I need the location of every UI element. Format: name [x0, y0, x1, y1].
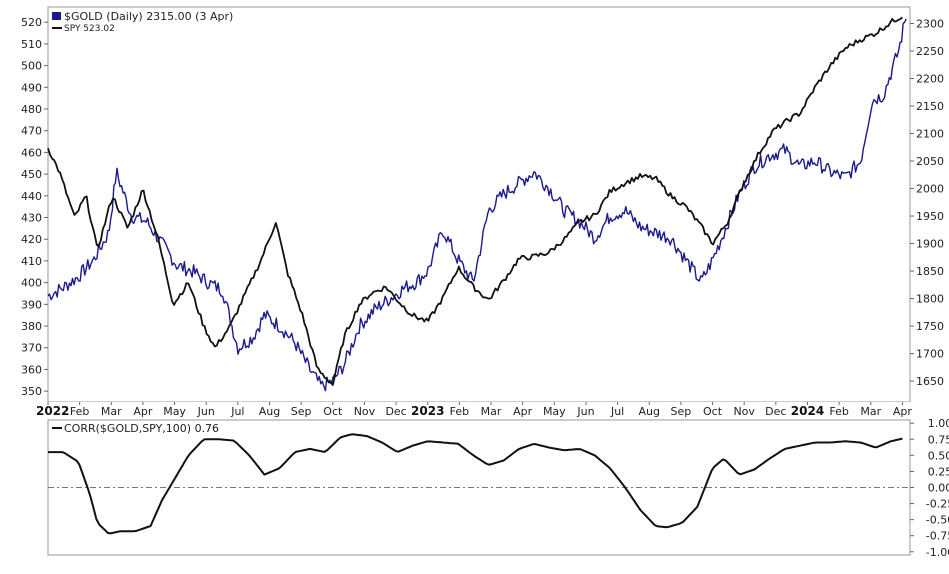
corr-series-line — [48, 433, 903, 535]
indicator-tick-label: 1.00 — [928, 417, 949, 430]
right-axis-ticks: 1650 1700 1750 1800 1850 1900 1950 2000 2050 2100… — [910, 18, 944, 388]
left-tick-label: 510 — [21, 38, 42, 51]
indicator-tick-label: -1.00 — [926, 546, 949, 559]
right-tick-label: 1700 — [916, 348, 944, 361]
x-tick-label: Jun — [197, 405, 215, 418]
left-tick-label: 360 — [21, 363, 42, 376]
left-tick-label: 520 — [21, 16, 42, 29]
right-tick-label: 2100 — [916, 128, 944, 141]
indicator-tick-label: -0.75 — [926, 530, 949, 543]
x-tick-label: Nov — [733, 405, 755, 418]
x-tick-label: Aug — [259, 405, 280, 418]
right-tick-label: 1850 — [916, 265, 944, 278]
indicator-tick-label: 0.50 — [928, 449, 949, 462]
main-panel — [47, 6, 911, 403]
main-legend: $GOLD (Daily) 2315.00 (3 Apr) SPY 523.02 — [52, 10, 233, 34]
x-tick-label: 2022 — [36, 404, 69, 418]
x-tick-label: Sep — [291, 405, 312, 418]
left-tick-label: 480 — [21, 103, 42, 116]
indicator-axis-ticks: 1.00 0.75 0.50 0.25 0.00 -0.25 -0.50 -0.75 -1.00 — [910, 417, 949, 559]
x-tick-label: 2023 — [411, 404, 444, 418]
left-tick-label: 410 — [21, 255, 42, 268]
x-tick-label: Mar — [481, 405, 502, 418]
indicator-tick-label: -0.25 — [926, 498, 949, 511]
x-tick-label: Mar — [860, 405, 881, 418]
gold-legend-label: $GOLD (Daily) 2315.00 (3 Apr) — [64, 10, 233, 23]
x-tick-label: Feb — [829, 405, 848, 418]
x-tick-label: Jul — [610, 405, 624, 418]
right-tick-label: 2300 — [916, 18, 944, 31]
left-tick-label: 500 — [21, 60, 42, 73]
x-tick-label: Sep — [671, 405, 692, 418]
indicator-legend: CORR($GOLD,SPY,100) 0.76 — [52, 422, 219, 435]
right-tick-label: 2150 — [916, 100, 944, 113]
right-tick-label: 2000 — [916, 183, 944, 196]
spy-series-line — [47, 16, 903, 386]
x-tick-label: Dec — [765, 405, 786, 418]
left-tick-label: 430 — [21, 212, 42, 225]
x-tick-label: Oct — [703, 405, 723, 418]
left-tick-label: 450 — [21, 168, 42, 181]
left-tick-label: 460 — [21, 146, 42, 159]
left-tick-label: 420 — [21, 233, 42, 246]
x-tick-label: Feb — [70, 405, 89, 418]
x-tick-label: Apr — [893, 405, 913, 418]
left-tick-label: 390 — [21, 298, 42, 311]
right-tick-label: 1950 — [916, 210, 944, 223]
x-tick-label: May — [543, 405, 566, 418]
x-tick-label: Feb — [450, 405, 469, 418]
right-tick-label: 1900 — [916, 238, 944, 251]
x-tick-label: Dec — [385, 405, 406, 418]
indicator-tick-label: 0.25 — [928, 465, 949, 478]
indicator-tick-label: 0.75 — [928, 433, 949, 446]
x-tick-label: 2024 — [791, 404, 824, 418]
indicator-tick-label: 0.00 — [928, 482, 949, 495]
x-tick-label: Nov — [354, 405, 376, 418]
right-tick-label: 2050 — [916, 155, 944, 168]
gold-series-line — [47, 18, 907, 392]
x-tick-label: Mar — [101, 405, 122, 418]
x-tick-label: Apr — [133, 405, 153, 418]
x-axis-strip — [0, 402, 949, 420]
x-tick-label: May — [163, 405, 186, 418]
left-tick-label: 370 — [21, 342, 42, 355]
x-axis-labels: 2022 Feb Mar Apr May Jun Jul Aug Sep Oct Nov Dec 202… — [36, 402, 912, 418]
gold-legend-swatch — [52, 12, 61, 20]
spy-legend-label: SPY 523.02 — [64, 24, 115, 34]
left-tick-label: 350 — [21, 385, 42, 398]
indicator-tick-label: -0.50 — [926, 514, 949, 527]
left-axis-ticks: 350 360 370 380 390 400 410 420 430 440 450 460 470 4… — [21, 16, 48, 398]
x-tick-label: Jul — [230, 405, 244, 418]
left-tick-label: 400 — [21, 277, 42, 290]
x-tick-label: Jun — [576, 405, 594, 418]
right-tick-label: 1650 — [916, 375, 944, 388]
right-tick-label: 2200 — [916, 73, 944, 86]
x-tick-label: Oct — [323, 405, 343, 418]
x-tick-label: Aug — [639, 405, 660, 418]
left-tick-label: 440 — [21, 190, 42, 203]
x-tick-label: Apr — [513, 405, 533, 418]
left-tick-label: 470 — [21, 125, 42, 138]
right-tick-label: 2250 — [916, 45, 944, 58]
right-tick-label: 1750 — [916, 320, 944, 333]
left-tick-label: 380 — [21, 320, 42, 333]
right-tick-label: 1800 — [916, 293, 944, 306]
left-tick-label: 490 — [21, 81, 42, 94]
corr-legend-label: CORR($GOLD,SPY,100) 0.76 — [64, 422, 219, 435]
